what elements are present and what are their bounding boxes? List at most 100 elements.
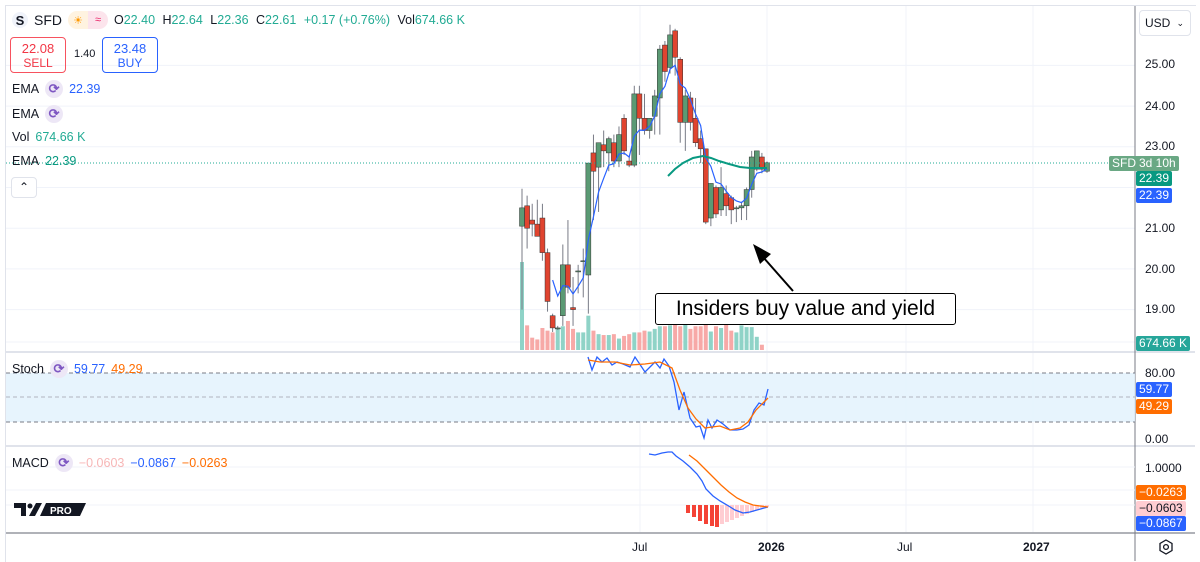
pro-badge: PRO (50, 506, 72, 517)
volume-bar (693, 326, 698, 350)
loading-refresh-icon: ⟳ (45, 105, 64, 123)
volume-bar (698, 326, 703, 350)
candle-body (672, 30, 678, 58)
macd-histogram-bar (735, 505, 739, 518)
sell-label: SELL (23, 56, 53, 70)
low-value: 22.36 (217, 13, 249, 27)
stoch-k-tag: 59.77 (1136, 382, 1173, 397)
ema-fast-line (552, 64, 768, 298)
loading-refresh-icon: ⟳ (54, 454, 73, 472)
volume-bar (560, 326, 565, 350)
candle-body (662, 44, 668, 72)
volume-bar (657, 326, 662, 350)
indicator-name: Stoch (12, 362, 44, 376)
stoch-d-tag: 49.29 (1136, 399, 1173, 414)
volume-bar (530, 337, 535, 350)
macd-histogram-bar (755, 505, 759, 510)
stoch-d-value: 49.29 (111, 362, 143, 376)
status-pill[interactable]: ☀ ≈ (68, 11, 108, 29)
currency-label: USD (1145, 16, 1171, 30)
volume-bar (683, 324, 688, 350)
macd-signal-line (688, 454, 769, 508)
time-tick: 2027 (1023, 540, 1050, 554)
macd-histogram-bar (686, 505, 690, 513)
stoch-tick: 0.00 (1145, 432, 1169, 446)
candle-body (723, 193, 729, 207)
volume-bar (525, 325, 530, 350)
candle-body (585, 162, 592, 276)
open-value: 22.40 (123, 13, 156, 27)
indicator-name: MACD (12, 456, 49, 470)
candle-body (728, 197, 735, 211)
macd-signal-tag: −0.0263 (1136, 485, 1186, 500)
volume-bar (673, 306, 678, 350)
macd-signal-value: −0.0263 (181, 456, 228, 470)
macd-line-tag: −0.0867 (1136, 516, 1186, 531)
candle-body (764, 162, 770, 172)
volume-bar (555, 328, 560, 350)
candle-body (600, 144, 607, 152)
volume-bar (616, 338, 621, 350)
candle-body (733, 207, 740, 210)
ema-legend-2[interactable]: EMA ⟳ (12, 105, 64, 123)
ema-value: 22.39 (45, 154, 77, 168)
candle-body (718, 187, 724, 211)
price-tick: 19.00 (1145, 302, 1176, 316)
candle-body (519, 207, 525, 227)
volume-bar (540, 328, 545, 350)
ema-fast-price-tag: 22.39 (1136, 188, 1173, 203)
macd-histogram-bar (720, 505, 724, 524)
annotation-callout[interactable]: Insiders buy value and yield (655, 293, 956, 325)
candle-body (621, 118, 627, 152)
macd-histogram-bar (750, 505, 754, 512)
candle-body (529, 219, 535, 225)
symbol-legend: S SFD ☀ ≈ O22.40 H22.64 L22.36 C22.61 +0… (12, 11, 465, 29)
symbol-name[interactable]: SFD (34, 12, 62, 28)
tradingview-logo-icon: PRO (14, 503, 86, 517)
candle-body (549, 315, 556, 329)
volume-bar (637, 332, 642, 350)
volume-bar (708, 331, 713, 350)
volume-bar (759, 344, 764, 350)
candle-body (748, 156, 755, 190)
candle-body (631, 93, 638, 166)
ema-legend-1[interactable]: EMA ⟳ 22.39 (12, 80, 100, 98)
candle-body (692, 118, 699, 143)
stoch-k-value: 59.77 (73, 362, 106, 376)
candle-body (570, 307, 576, 310)
volume-bar (647, 331, 652, 350)
volume-bar (611, 334, 616, 350)
volume-bar (596, 334, 601, 350)
candle-body (534, 223, 541, 237)
chevron-down-icon: ⌄ (1176, 18, 1184, 28)
stoch-tick: 80.00 (1145, 366, 1176, 380)
macd-histogram-bar (698, 505, 702, 521)
collapse-legend-button[interactable]: ⌃ (11, 177, 37, 198)
chevron-up-icon: ⌃ (18, 180, 30, 194)
macd-histogram-bar (765, 505, 769, 507)
indicator-name: EMA (12, 107, 40, 121)
time-tick: 2026 (758, 540, 785, 554)
chart-settings-button[interactable] (1157, 538, 1175, 556)
ema-legend-3[interactable]: EMA 22.39 (12, 154, 76, 168)
buy-button[interactable]: 23.48 BUY (102, 37, 158, 73)
macd-histogram-bar (704, 505, 708, 524)
chart-frame (5, 5, 1196, 562)
market-open-sun-icon: ☀ (68, 11, 88, 29)
price-tick: 24.00 (1145, 99, 1176, 113)
volume-legend[interactable]: Vol 674.66 K (12, 130, 85, 144)
volume-bar (632, 332, 637, 350)
price-tick: 21.00 (1145, 221, 1176, 235)
candle-body (657, 48, 663, 99)
ohlc-values: O22.40 H22.64 L22.36 C22.61 +0.17 (+0.76… (114, 13, 465, 27)
sell-button[interactable]: 22.08 SELL (10, 37, 66, 73)
volume-bar (688, 328, 693, 350)
stoch-legend[interactable]: Stoch ⟳ 59.77 49.29 (12, 360, 143, 378)
currency-select[interactable]: USD ⌄ (1139, 10, 1191, 36)
volume-bar (734, 332, 739, 350)
macd-legend[interactable]: MACD ⟳ −0.0603 −0.0867 −0.0263 (12, 454, 227, 472)
macd-histogram-bar (710, 505, 714, 526)
candle-body (524, 205, 530, 229)
price-tick: 25.00 (1145, 57, 1176, 71)
